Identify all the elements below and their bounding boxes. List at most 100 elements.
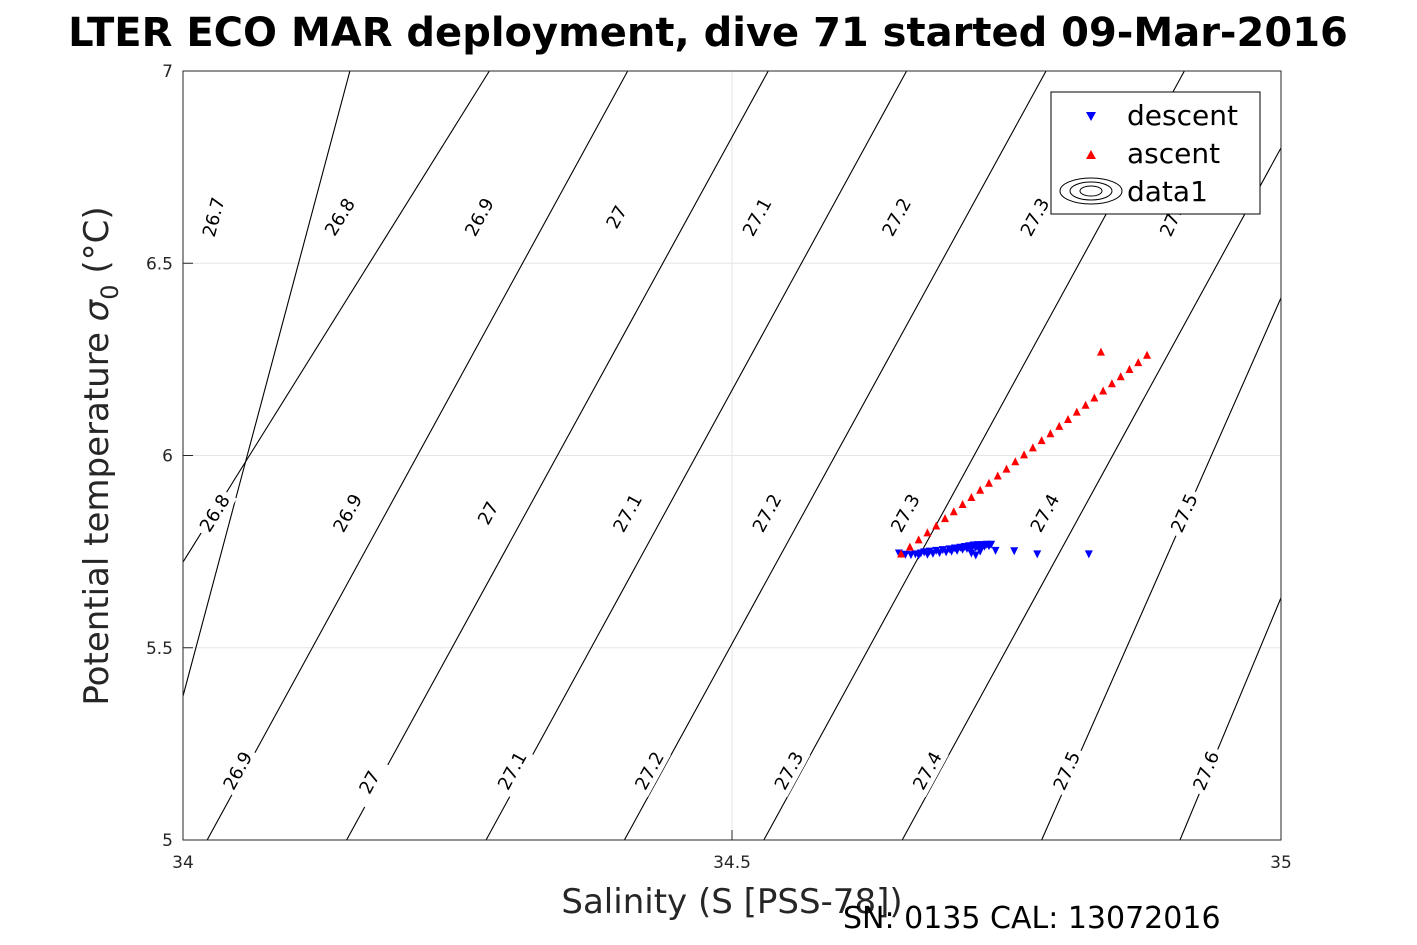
ascent-point [1081,400,1090,409]
contour-line [1041,297,1281,840]
contour-line [346,71,769,840]
legend-box [1050,91,1261,215]
ascent-point [976,485,985,494]
x-tick-label: 34.5 [713,853,751,873]
descent-point [1084,550,1093,559]
contour-line [901,147,1281,840]
contour-label-gap [1164,486,1205,540]
contour-line [485,71,908,840]
contour-line [206,71,629,840]
ascent-point [932,521,941,530]
legend-ascent-marker [1086,150,1096,159]
contour-label-gap [628,744,671,798]
descent-point [976,547,985,556]
contour-label-gap [467,486,510,540]
ascent-point [1055,421,1064,430]
footer-serial-cal: SN: 0135 CAL: 13072016 [843,901,1221,936]
contour-label-gap [1186,744,1226,798]
ascent-point [1037,436,1046,445]
contour-line [183,71,351,699]
ascent-point [984,478,993,487]
descent-point [901,550,910,559]
ascent-point [993,471,1002,480]
ascent-point [1072,407,1081,416]
contour-label-gap [1013,190,1057,244]
data-series [894,347,1152,560]
ascent-point [1020,450,1029,459]
contour-label-gap [326,486,369,540]
contour-label-gap [317,190,363,244]
legend-ascent-label: ascent [1127,137,1220,170]
contour-label-gap [736,190,779,244]
y-tick-label: 7 [162,62,173,82]
ascent-point [1096,347,1105,356]
descent-point [925,547,934,556]
descent-point [938,546,947,555]
contour-label-gap [606,486,649,540]
contour-label-gap [595,190,638,244]
contour-label-gap [216,744,260,798]
ascent-point [923,528,932,537]
descent-point [971,551,980,560]
x-axis-label: Salinity (S [PSS-78]) [561,882,902,922]
ascent-point [941,514,950,523]
descent-point [920,548,929,557]
ascent-point [1046,429,1055,438]
descent-point [1010,547,1019,556]
y-axis-label-subscript: 0 [96,284,124,299]
x-tick-label: 35 [1270,853,1292,873]
ascent-point [1125,364,1134,373]
y-axis-label: Potential temperature σ0 (°C) [77,206,127,705]
ascent-point [1011,457,1020,466]
contour-label-gap [491,744,534,798]
descent-point [932,546,941,555]
y-tick-label: 5.5 [146,639,173,659]
ascent-point [1143,350,1152,359]
contour-label-gap [458,190,501,244]
contour-label-gap [884,486,927,540]
y-axis-label-text: Potential temperature [77,332,117,705]
y-tick-label: 5 [162,831,173,851]
ascent-point [914,535,923,544]
contour-label-gap [767,744,811,798]
contour-line [623,71,1047,840]
ascent-point [1028,443,1037,452]
ascent-point [1090,393,1099,402]
axis-ticks: 34 34.5 35 5 5.5 6 6.5 7 [146,62,1292,873]
ascent-point [949,507,958,516]
ascent-point [905,542,914,551]
grid-lines [183,71,1281,840]
y-tick-label: 6 [162,447,173,467]
x-tick-label: 34 [172,853,194,873]
contour-label-gap [1047,744,1087,798]
contour-label-gap [196,191,231,244]
legend-descent-label: descent [1127,99,1238,132]
contour-label-gap [906,744,949,798]
ascent-point [958,499,967,508]
ascent-point [1116,372,1125,381]
contour-label-gap [348,755,391,809]
legend-data1-label: data1 [1127,175,1208,208]
contour-label-gap [875,190,918,244]
ascent-point [1063,414,1072,423]
y-tick-label: 6.5 [146,254,173,274]
descent-point [991,546,1000,555]
contour-line [183,71,490,564]
chart-title: LTER ECO MAR deployment, dive 71 started… [68,10,1348,56]
legend-contour-icon [1059,177,1123,205]
y-axis-label-symbol: σ [77,298,117,321]
descent-point [987,540,996,549]
descent-point [1033,550,1042,559]
ascent-point [1134,358,1143,367]
ascent-point [897,549,906,558]
ascent-point [1002,464,1011,473]
ascent-point [967,493,976,502]
contour-line [1179,597,1281,840]
legend-descent-marker [1086,112,1096,121]
ascent-point [1099,386,1108,395]
contour-label-gap [192,486,237,540]
legend: descent ascent data1 [1050,91,1261,215]
ascent-point [1107,379,1116,388]
y-axis-label-unit: (°C) [77,206,117,273]
